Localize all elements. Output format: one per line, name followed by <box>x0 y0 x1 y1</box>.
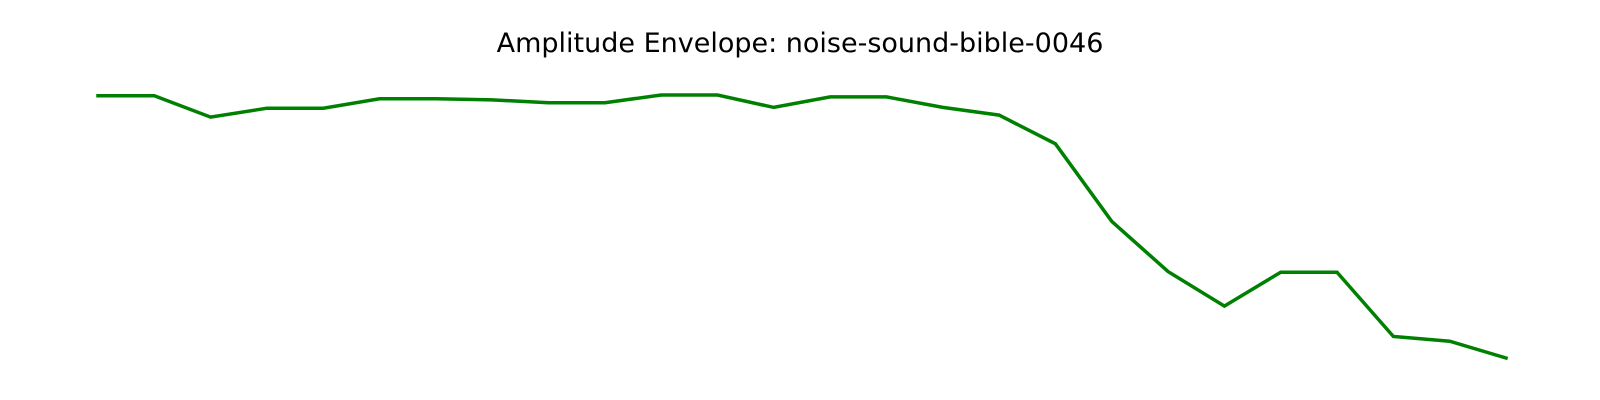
envelope-series-line <box>96 93 1509 361</box>
chart-title: Amplitude Envelope: noise-sound-bible-00… <box>497 28 1104 59</box>
plot-area <box>96 93 1509 361</box>
